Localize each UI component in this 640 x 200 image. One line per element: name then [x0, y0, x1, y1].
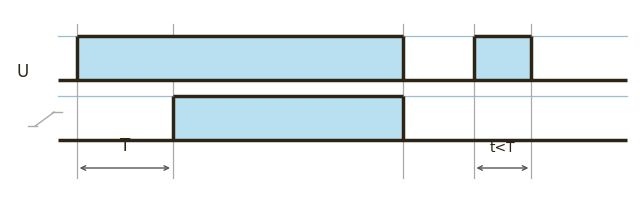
Text: U: U	[16, 63, 29, 81]
Text: T: T	[120, 137, 130, 155]
Text: t<T: t<T	[490, 141, 515, 155]
